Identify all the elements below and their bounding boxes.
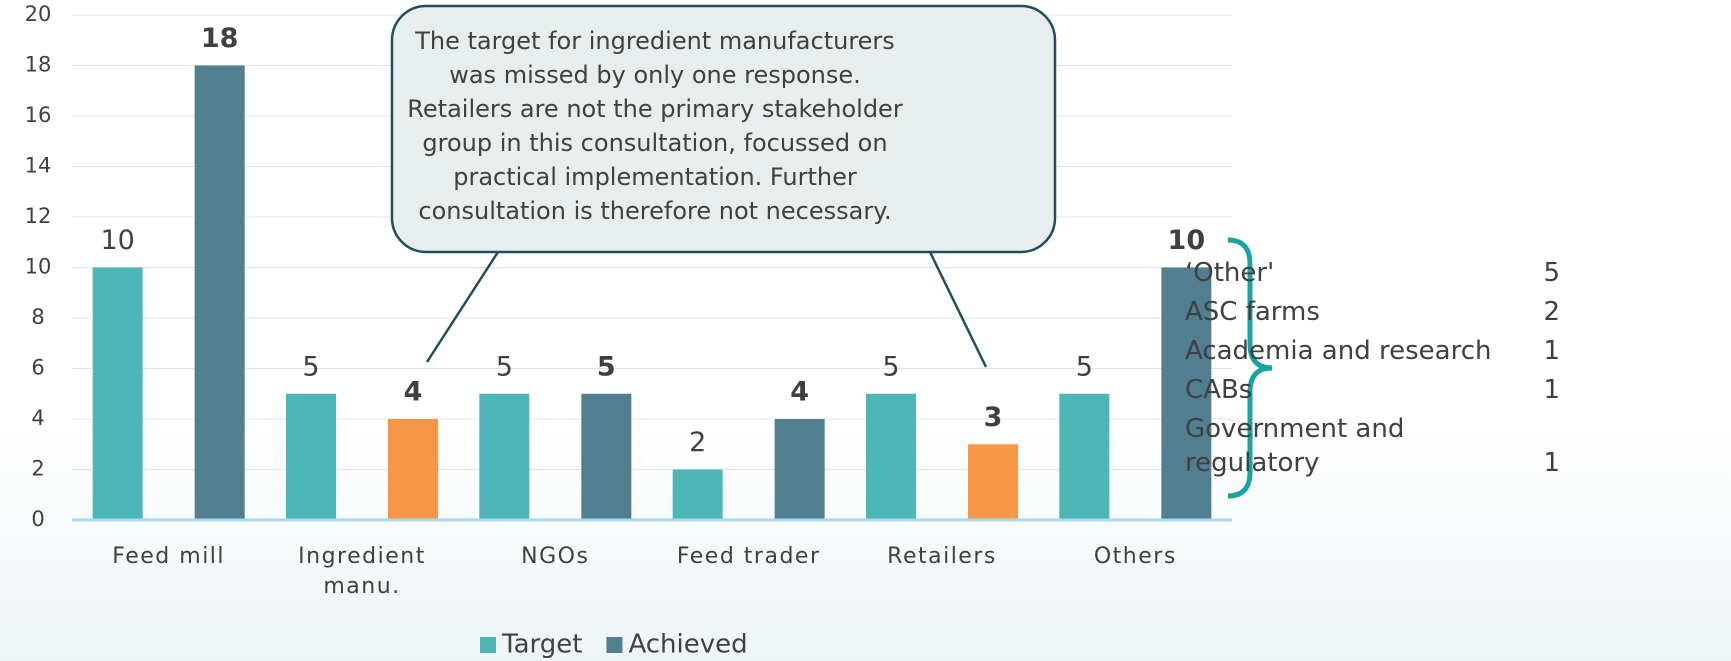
bar [479,393,530,520]
legend-swatch [480,637,496,653]
annotation: The target for ingredient manufacturers w… [375,24,935,228]
breakdown-value: 1 [1543,375,1560,405]
callout-pointer [425,251,500,363]
bar [388,419,438,520]
breakdown-label: Academia and research [1185,336,1492,366]
breakdown-row: Government and regulatory [1185,412,1515,480]
bracket [1227,237,1273,499]
x-tick-label: Ingredient manu. [298,544,426,599]
breakdown-label: CABs [1185,375,1253,405]
bar [774,419,825,520]
callout-box [390,4,1057,254]
annotation-line: consultation is therefore not necessary. [418,197,892,225]
data-label: 5 [597,351,616,382]
bar [866,393,916,520]
data-label: 5 [882,351,899,382]
y-tick-label: 2 [31,457,44,481]
bar [1059,393,1110,520]
y-tick-label: 0 [31,507,44,531]
x-tick-label: Feed mill [112,544,226,569]
data-label: 2 [689,427,706,458]
breakdown-label: Government and regulatory [1185,414,1405,478]
breakdown-row: ASC farms [1185,295,1515,329]
y-tick-label: 16 [25,103,52,127]
y-tick-label: 12 [25,204,52,228]
bar [286,393,336,520]
x-tick-label: Feed trader [676,544,821,569]
data-label: 4 [790,377,809,408]
data-label: 5 [1076,351,1093,382]
breakdown-row: Academia and research [1185,334,1515,368]
breakdown-value: 5 [1543,258,1560,288]
annotation-line: group in this consultation, focussed on [422,129,888,157]
y-tick-label: 18 [25,53,52,77]
data-label: 3 [984,402,1003,433]
legend-swatch [606,637,623,653]
y-tick-label: 10 [25,255,52,279]
legend-label: Target [501,630,582,660]
annotation-line: The target for ingredient manufacturers [415,27,895,55]
annotation-line: practical implementation. Further [453,163,857,191]
bar [968,444,1018,520]
y-tick-label: 8 [31,305,44,329]
bar [92,267,143,520]
bar [672,469,723,520]
breakdown-value: 2 [1543,297,1560,327]
data-label: 10 [100,225,134,256]
breakdown-label: ASC farms [1185,297,1320,327]
x-tick-label: Retailers [887,544,997,569]
breakdown-row: ‘Other' [1185,256,1515,290]
annotation-line: Retailers are not the primary stakeholde… [407,95,903,123]
annotation-line: was missed by only one response. [449,61,861,89]
callout-pointer [928,251,988,368]
y-tick-label: 4 [31,406,44,430]
bar [581,393,632,520]
x-tick-label: NGOs [521,544,590,569]
bar [1161,267,1212,520]
data-label: 5 [496,351,513,382]
breakdown-row: CABs [1185,373,1515,407]
data-label: 5 [302,351,319,382]
bar [194,65,245,520]
breakdown-value: 1 [1543,448,1560,478]
data-label: 10 [1168,225,1206,256]
data-label: 4 [404,377,423,408]
y-tick-label: 20 [25,2,52,26]
legend-label: Achieved [628,630,747,660]
breakdown-value: 1 [1543,336,1560,366]
plot: 0 2 4 6 8 10 12 14 16 18 20 10 18 5 4 5 5 2 4 5 3 5 10 Target Ac… [25,2,1232,660]
y-tick-label: 14 [25,154,52,178]
y-tick-label: 6 [31,356,44,380]
data-label: 18 [201,23,239,54]
x-tick-label: Others [1093,544,1177,569]
breakdown-label: ‘Other' [1185,258,1275,288]
